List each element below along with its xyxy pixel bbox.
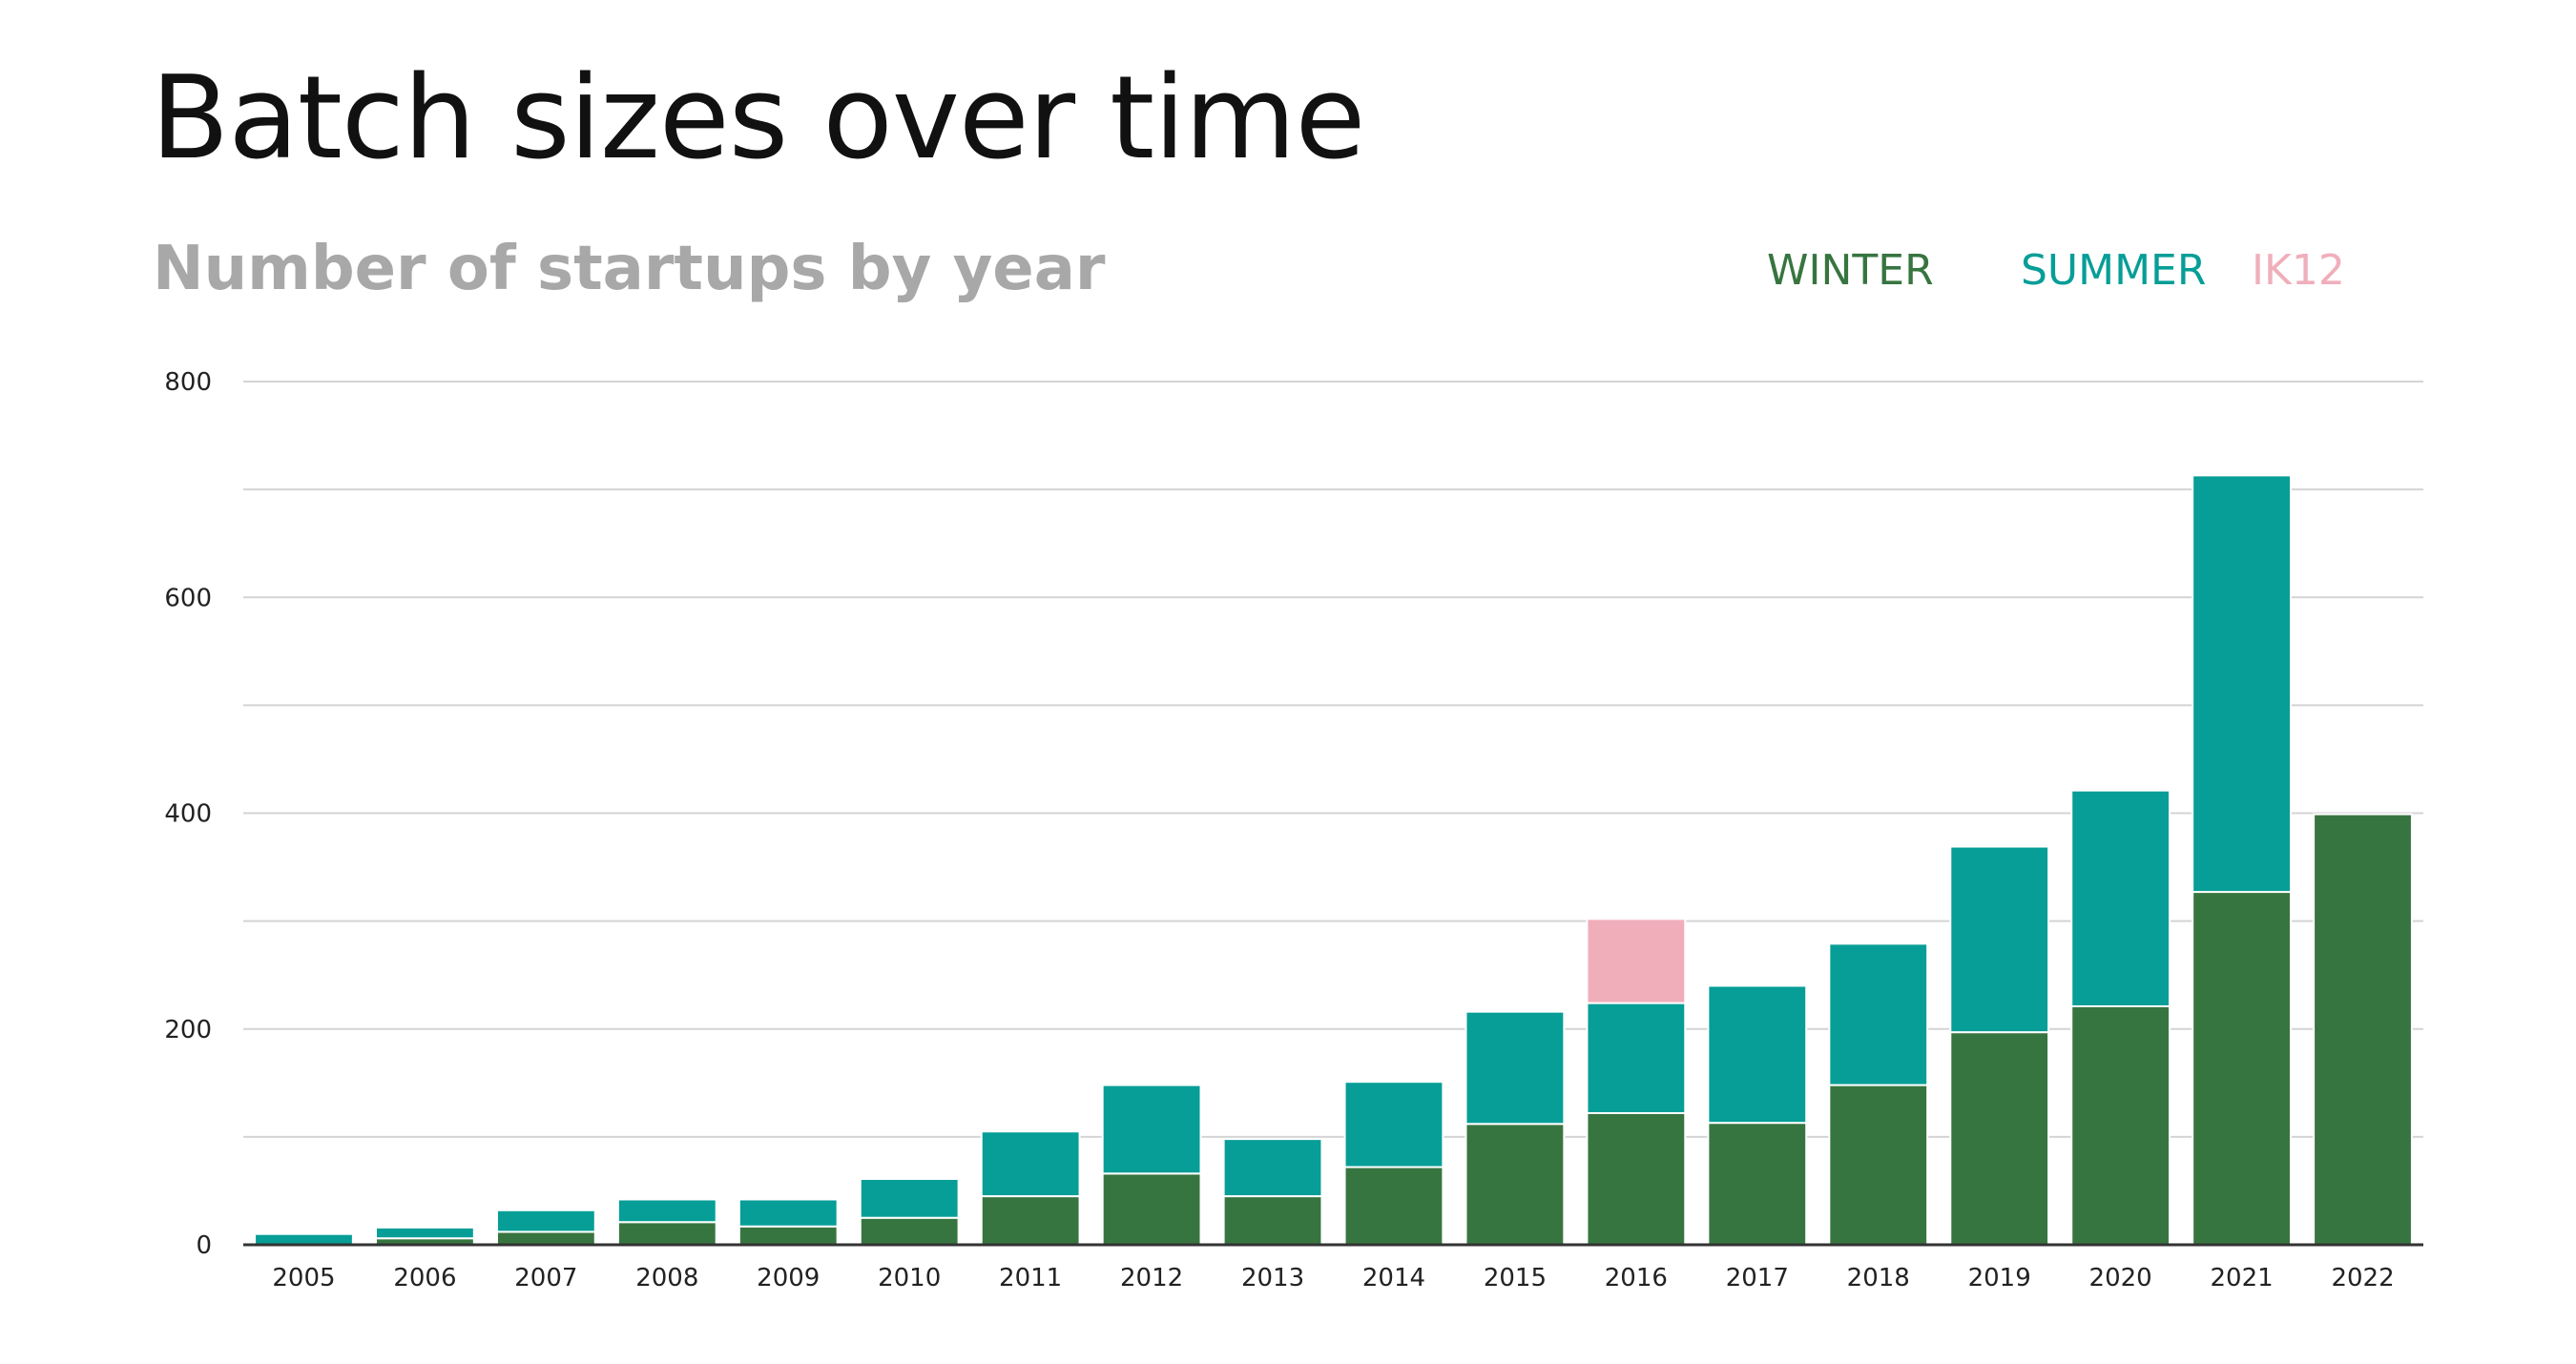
x-tick-label: 2012	[1120, 1264, 1183, 1292]
x-tick-label: 2021	[2210, 1264, 2273, 1292]
x-tick-label: 2009	[757, 1264, 820, 1292]
legend-item-winter: WINTER	[1767, 246, 1934, 295]
legend: WINTER SUMMER IK12	[0, 246, 2576, 303]
bar-winter-2014	[1343, 1166, 1444, 1247]
x-tick-label: 2022	[2331, 1264, 2394, 1292]
bar-winter-2021	[2192, 891, 2292, 1246]
bar-winter-2010	[859, 1216, 960, 1246]
bars	[254, 474, 2413, 1247]
bar-winter-2008	[616, 1221, 717, 1247]
bar-summer-2013	[1222, 1138, 1323, 1198]
x-tick-label: 2015	[1484, 1264, 1547, 1292]
x-tick-label: 2014	[1362, 1264, 1425, 1292]
bar-ik12-2016	[1586, 918, 1687, 1004]
bar-summer-2010	[859, 1177, 960, 1219]
x-tick-label: 2011	[999, 1264, 1062, 1292]
x-axis-ticks: 2005 2006 2007 2008 2009 2010 2011 2012 2013 2014…	[272, 1264, 2394, 1292]
bar-summer-2017	[1707, 984, 1808, 1125]
bar-summer-2015	[1465, 1010, 1566, 1126]
x-tick-label: 2005	[272, 1264, 335, 1292]
bar-summer-2021	[2192, 474, 2292, 894]
bar-winter-2017	[1707, 1122, 1808, 1246]
bar-summer-2009	[737, 1198, 839, 1228]
bar-winter-2016	[1586, 1111, 1687, 1247]
x-tick-label: 2017	[1726, 1264, 1789, 1292]
bar-winter-2019	[1949, 1031, 2050, 1247]
bar-winter-2013	[1222, 1195, 1323, 1246]
bar-summer-2006	[375, 1226, 475, 1240]
x-tick-label: 2016	[1605, 1264, 1668, 1292]
x-tick-label: 2020	[2089, 1264, 2152, 1292]
x-tick-label: 2013	[1241, 1264, 1304, 1292]
bar-winter-2022	[2313, 813, 2413, 1246]
chart-subtitle: Number of startups by year	[153, 234, 1106, 304]
chart-title: Batch sizes over time	[151, 52, 1365, 185]
y-tick-label: 0	[196, 1231, 212, 1260]
legend-item-summer: SUMMER	[2021, 246, 2207, 295]
y-axis-ticks: 0 200 400 600 800	[164, 368, 212, 1260]
bar-summer-2012	[1101, 1084, 1202, 1175]
x-tick-label: 2006	[393, 1264, 456, 1292]
y-tick-label: 800	[164, 368, 212, 397]
bar-summer-2018	[1828, 942, 1929, 1086]
bar-winter-2011	[980, 1195, 1081, 1246]
bar-summer-2008	[616, 1198, 717, 1224]
bar-summer-2020	[2070, 789, 2171, 1007]
x-tick-label: 2007	[514, 1264, 577, 1292]
bar-winter-2020	[2070, 1004, 2171, 1247]
gridlines	[243, 381, 2423, 1138]
y-tick-label: 200	[164, 1016, 212, 1044]
bar-summer-2011	[980, 1130, 1081, 1198]
legend-item-ik12: IK12	[2252, 246, 2345, 295]
x-tick-label: 2008	[635, 1264, 698, 1292]
bar-winter-2007	[495, 1230, 596, 1247]
bar-summer-2016	[1586, 1002, 1687, 1114]
bar-winter-2012	[1101, 1172, 1202, 1247]
bar-summer-2005	[254, 1232, 354, 1246]
x-tick-label: 2018	[1847, 1264, 1910, 1292]
bar-summer-2014	[1343, 1081, 1444, 1168]
x-tick-label: 2010	[878, 1264, 941, 1292]
x-tick-label: 2019	[1968, 1264, 2031, 1292]
bar-winter-2015	[1465, 1123, 1566, 1247]
bar-winter-2018	[1828, 1084, 1929, 1246]
y-tick-label: 600	[164, 584, 212, 612]
bar-summer-2019	[1949, 845, 2050, 1034]
bar-summer-2007	[495, 1209, 596, 1233]
y-tick-label: 400	[164, 800, 212, 829]
bar-winter-2009	[737, 1225, 839, 1247]
